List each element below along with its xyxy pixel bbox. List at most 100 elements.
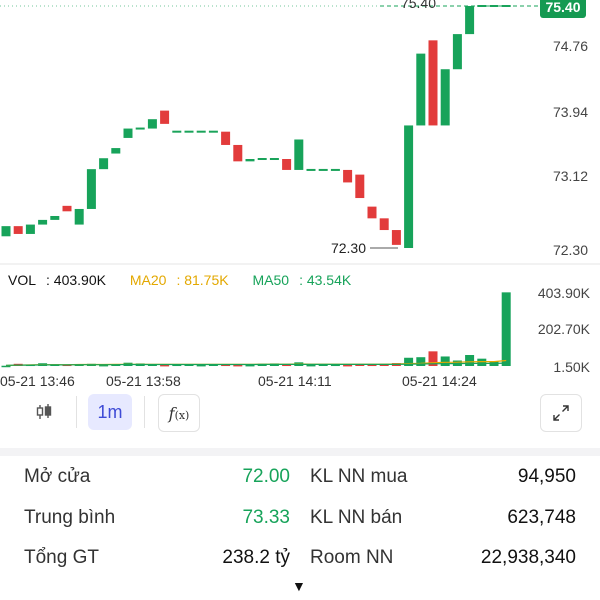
- candle: [318, 168, 328, 171]
- last-price-tag-text: 75.40: [545, 0, 580, 15]
- candle: [135, 127, 145, 130]
- stat-room-label: Room NN: [310, 547, 394, 568]
- volume-bar: [355, 364, 365, 366]
- volume-bar: [233, 364, 243, 367]
- volume-bar: [428, 351, 438, 366]
- candle: [452, 34, 462, 70]
- candle: [160, 110, 170, 124]
- volume-bar: [318, 364, 328, 366]
- candle: [269, 158, 279, 161]
- candle: [440, 69, 450, 126]
- volume-bar: [465, 355, 475, 366]
- top-price-label: 75.40: [401, 0, 436, 11]
- toolbar-separator: [144, 396, 145, 428]
- time-axis-label: 05-21 14:24: [402, 373, 477, 389]
- candle: [233, 144, 243, 162]
- candle: [1, 226, 11, 237]
- candle: [355, 174, 365, 199]
- section-divider: [0, 448, 600, 456]
- price-axis-label: 73.94: [553, 104, 588, 120]
- toolbar-separator: [76, 396, 77, 428]
- stat-open-label: Mở cửa: [24, 466, 91, 487]
- stat-total-label: Tổng GT: [24, 547, 99, 568]
- candle: [306, 168, 316, 171]
- volume-bar: [440, 356, 450, 366]
- candle: [367, 206, 377, 219]
- stat-sell-value: 623,748: [507, 507, 576, 528]
- candle: [74, 208, 84, 225]
- ma50-line: [5, 362, 507, 366]
- stat-room-value: 22,938,340: [480, 547, 576, 568]
- stat-open-value: 72.00: [242, 466, 290, 487]
- stat-buy-value: 94,950: [517, 466, 576, 487]
- candle: [245, 159, 255, 162]
- volume-bar: [367, 364, 377, 367]
- legend-ma20-value: 81.75K: [184, 272, 229, 288]
- candle: [147, 119, 157, 129]
- candle: [282, 159, 292, 170]
- candle: [428, 40, 438, 126]
- candle: [404, 125, 414, 248]
- volume-bar: [330, 364, 340, 367]
- legend-vol: VOL: 403.90K: [8, 272, 106, 288]
- volume-bar: [404, 357, 414, 366]
- price-axis-label: 73.12: [553, 168, 588, 184]
- candle: [184, 130, 194, 133]
- candle: [294, 139, 304, 170]
- legend-ma50: MA50: 43.54K: [252, 272, 352, 288]
- volume-bar: [196, 364, 206, 367]
- expand-button[interactable]: [540, 394, 582, 432]
- legend-ma20: MA20: 81.75K: [129, 272, 229, 288]
- legend-ma50-value: 43.54K: [306, 272, 352, 288]
- candle: [221, 131, 231, 145]
- volume-bar: [306, 364, 316, 367]
- volume-bar: [282, 364, 292, 367]
- volume-bar: [477, 358, 487, 366]
- last-price-tag: [540, 0, 586, 18]
- candle: [208, 130, 218, 133]
- candle: [25, 224, 35, 234]
- candle: [465, 6, 475, 35]
- volume-bar: [416, 357, 426, 366]
- chart-toolbar: 1m f(x): [0, 394, 600, 434]
- candle: [172, 130, 182, 133]
- volume-bar: [99, 364, 109, 367]
- volume-bar: [245, 364, 255, 367]
- candle: [111, 148, 121, 154]
- volume-bar: [501, 292, 511, 366]
- candle: [99, 158, 109, 170]
- volume-bar: [221, 364, 231, 367]
- stat-sell-label: KL NN bán: [310, 507, 403, 528]
- candle: [257, 158, 267, 161]
- indicator-button[interactable]: f(x): [158, 394, 200, 432]
- candle: [343, 169, 353, 183]
- candle: [391, 230, 401, 245]
- volume-bar: [172, 364, 182, 367]
- interval-button[interactable]: 1m: [88, 394, 132, 430]
- candle: [62, 205, 72, 212]
- volume-axis-label: 202.70K: [538, 321, 591, 337]
- time-axis-label: 05-21 13:46: [0, 373, 75, 389]
- volume-bar: [343, 364, 353, 367]
- volume-bar: [1, 365, 11, 368]
- volume-axis-label: 1.50K: [553, 359, 590, 375]
- candle: [13, 226, 23, 234]
- expand-icon: [553, 405, 569, 421]
- candle: [196, 130, 206, 133]
- time-axis-label: 05-21 14:11: [258, 373, 332, 389]
- legend-ma50-name: MA50: [252, 272, 290, 288]
- price-axis-label: 74.76: [553, 38, 588, 54]
- expand-more-icon[interactable]: ▼: [292, 578, 306, 594]
- function-icon: f(x): [168, 403, 190, 423]
- volume-bar: [160, 364, 170, 367]
- candlestick-icon: [36, 404, 52, 419]
- price-chart[interactable]: 75.40 75.40 72.30 74.76 73.94 73.12 72.3…: [0, 0, 600, 392]
- time-axis-label: 05-21 13:58: [106, 373, 181, 389]
- stat-buy-label: KL NN mua: [310, 466, 408, 487]
- stat-avg-label: Trung bình: [24, 507, 116, 528]
- volume-legend: VOL: 403.90K MA20: 81.75K MA50: 43.54K: [8, 272, 371, 288]
- candle: [38, 219, 48, 225]
- legend-vol-name: VOL: [8, 272, 37, 288]
- candle: [86, 169, 96, 209]
- chart-type-button[interactable]: [24, 394, 64, 430]
